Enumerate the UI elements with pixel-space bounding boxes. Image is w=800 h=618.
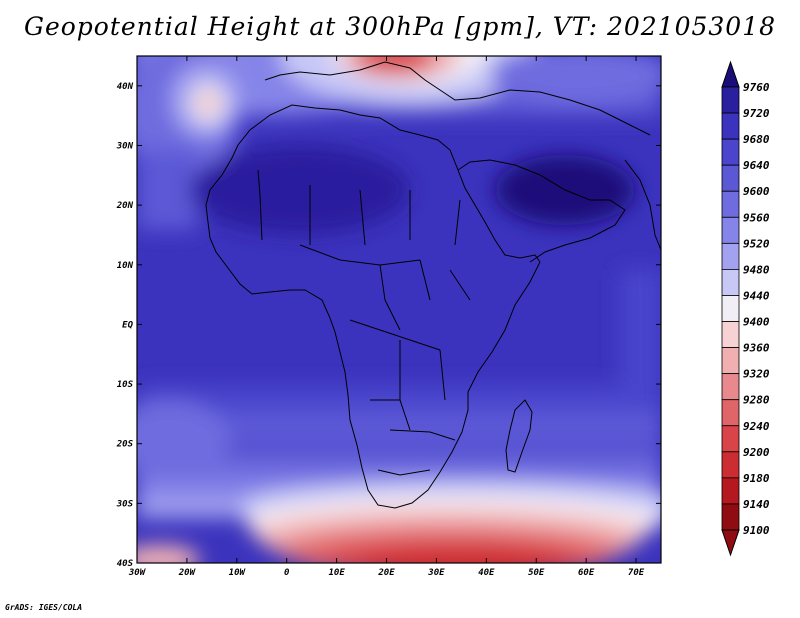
coastlines	[205, 61, 661, 509]
colorbar-swatch	[721, 242, 740, 270]
lat-label: EQ	[122, 320, 133, 330]
colorbar-swatch	[721, 373, 740, 401]
colorbar-label: 9600	[743, 185, 770, 198]
colorbar-label: 9400	[743, 316, 770, 329]
lon-label: 10E	[328, 568, 345, 578]
colorbar-label: 9320	[743, 368, 770, 381]
lon-label: 50E	[528, 568, 545, 578]
colorbar-label: 9240	[743, 420, 770, 433]
colorbar-label: 9280	[743, 394, 770, 407]
colorbar-swatch	[721, 112, 740, 140]
lat-label: 10S	[117, 380, 134, 390]
grads-credit: GrADS: IGES/COLA	[5, 603, 83, 612]
longitude-axis: 30W 20W 10W 0 10E 20E 30E 40E 50E 60E 70E	[128, 56, 645, 578]
colorbar-label: 9760	[743, 81, 770, 94]
colorbar-swatch	[721, 164, 740, 192]
lat-label: 20S	[116, 440, 134, 450]
colorbar-swatch	[721, 451, 740, 479]
colorbar-swatch	[721, 190, 740, 218]
colorbar-label: 9640	[743, 159, 770, 172]
arabia-coastline	[457, 159, 626, 263]
colorbar-swatch	[721, 347, 740, 375]
africa-coastline	[205, 104, 541, 509]
colorbar-label: 9360	[743, 342, 770, 355]
colorbar-swatch	[721, 295, 740, 322]
colorbar-label: 9720	[743, 107, 770, 120]
lon-label: 0	[284, 568, 290, 578]
colorbar-label: 9480	[743, 263, 770, 276]
lon-label: 70E	[628, 568, 645, 578]
colorbar-label: 9440	[743, 289, 770, 302]
height-field	[137, 56, 661, 563]
colorbar-label: 9560	[743, 211, 770, 224]
lat-label: 40N	[117, 82, 134, 92]
lon-label: 30E	[427, 568, 445, 578]
colorbar-swatch	[721, 503, 740, 531]
colorbar-top-arrow	[721, 60, 740, 88]
colorbar-label: 9200	[743, 446, 770, 459]
colorbar-label: 9680	[743, 133, 770, 146]
map-frame	[136, 55, 662, 564]
lon-label: 30W	[128, 568, 147, 578]
colorbar-label: 9180	[743, 472, 770, 485]
colorbar-swatch	[721, 321, 740, 348]
colorbar-swatch	[721, 477, 740, 505]
lon-label: 20E	[377, 568, 395, 578]
lat-label: 30S	[116, 499, 134, 509]
colorbar-swatch	[721, 138, 740, 166]
lat-label: 10N	[117, 261, 134, 271]
colorbar-swatch	[721, 399, 740, 427]
colorbar-swatch	[721, 216, 740, 244]
map-title: Geopotential Height at 300hPa [gpm], VT:…	[23, 12, 777, 41]
colorbar: 9760 9720 9680 9640 9600 9560 9520 9480 9440 9400…	[721, 60, 770, 557]
colorbar-label: 9140	[743, 498, 770, 511]
europe-coastline	[264, 61, 651, 136]
colorbar-label: 9100	[743, 524, 770, 537]
colorbar-bottom-arrow	[721, 529, 740, 557]
madagascar-coastline	[505, 399, 533, 473]
colorbar-swatch	[721, 86, 740, 114]
lat-label: 20N	[116, 201, 134, 211]
colorbar-swatch	[721, 269, 740, 296]
latitude-axis: 40N 30N 20N 10N EQ 10S 20S 30S 40S	[116, 82, 661, 569]
colorbar-swatch	[721, 425, 740, 453]
lon-label: 60E	[578, 568, 595, 578]
colorbar-label: 9520	[743, 237, 770, 250]
borders	[257, 169, 471, 476]
lon-label: 10W	[229, 568, 247, 578]
india-coastline	[624, 159, 661, 251]
lat-label: 40S	[117, 559, 134, 569]
lat-label: 30N	[116, 141, 134, 151]
lon-label: 40E	[478, 568, 495, 578]
lon-label: 20W	[178, 568, 197, 578]
